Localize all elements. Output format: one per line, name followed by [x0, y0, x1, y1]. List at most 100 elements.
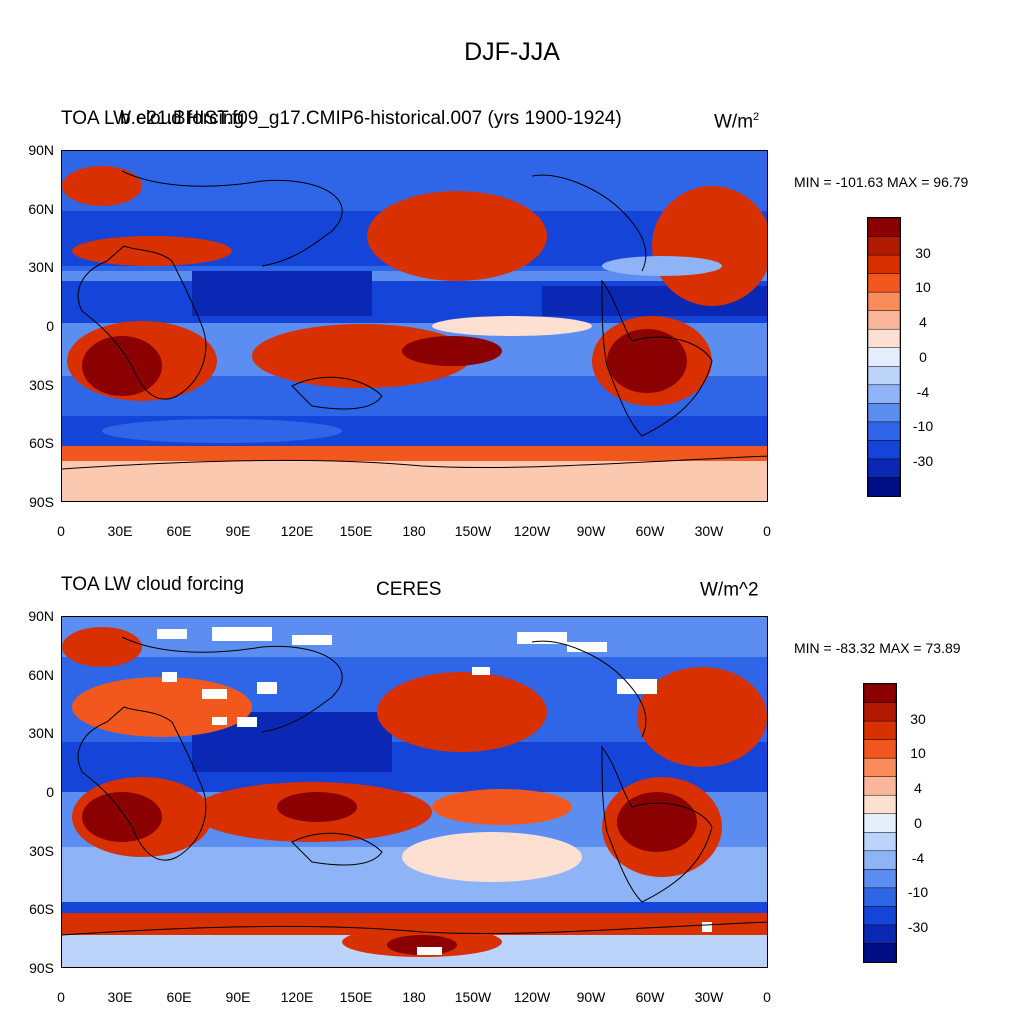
- colorbar-swatch: [867, 384, 901, 405]
- panel-center-title: b.e21.BHIST.f09_g17.CMIP6-historical.007…: [120, 108, 622, 129]
- colorbar-swatch: [863, 720, 897, 741]
- colorbar-swatch: [867, 291, 901, 312]
- lon-label: 30E: [107, 523, 133, 539]
- colorbar-swatch: [863, 794, 897, 815]
- colorbar-swatch: [863, 924, 897, 945]
- lon-label: 120E: [280, 989, 314, 1005]
- colorbar-label: -30: [912, 453, 934, 469]
- colorbar-label: 4: [919, 314, 927, 330]
- colorbar-swatches: [867, 217, 901, 497]
- colorbar-swatch: [867, 458, 901, 479]
- lat-label: 0: [46, 318, 54, 334]
- lat-label: 60S: [29, 901, 54, 917]
- lat-label: 60S: [29, 435, 54, 451]
- lat-label: 30S: [29, 843, 54, 859]
- lon-label: 60E: [166, 989, 192, 1005]
- lon-label: 180: [402, 989, 426, 1005]
- colorbar-swatch: [863, 850, 897, 871]
- lon-label: 90W: [576, 989, 606, 1005]
- lon-label: 60E: [166, 523, 192, 539]
- lat-label: 90N: [28, 608, 54, 624]
- lat-label: 0: [46, 784, 54, 800]
- lon-label: 150E: [339, 523, 373, 539]
- colorbar-label: 0: [919, 349, 927, 365]
- panel-units: W/m2: [714, 111, 760, 133]
- lon-label: 120W: [513, 989, 551, 1005]
- panel-center-title: CERES: [376, 579, 442, 600]
- colorbar-swatch: [863, 813, 897, 834]
- lon-label: 60W: [635, 989, 665, 1005]
- colorbar: [867, 217, 901, 497]
- colorbar-swatch: [867, 273, 901, 293]
- colorbar-label: -10: [912, 418, 934, 434]
- lat-label: 90S: [29, 494, 54, 510]
- colorbar-label: -4: [916, 384, 930, 400]
- colorbar-swatch: [863, 683, 897, 704]
- colorbar-swatch: [863, 887, 897, 908]
- lon-label: 150W: [454, 523, 492, 539]
- colorbar-swatch: [867, 217, 901, 238]
- lon-label: 90W: [576, 523, 606, 539]
- map-plot: [61, 616, 768, 968]
- colorbar-label: 10: [915, 279, 931, 295]
- colorbar-swatch: [863, 702, 897, 722]
- colorbar-swatch: [867, 328, 901, 349]
- colorbar-label: 30: [915, 245, 931, 261]
- lon-label: 120W: [513, 523, 551, 539]
- colorbar: [863, 683, 897, 963]
- colorbar-swatch: [867, 477, 901, 497]
- lon-label: 30W: [694, 523, 724, 539]
- panel-units: W/m^2: [700, 579, 759, 601]
- colorbar-swatch: [867, 236, 901, 256]
- lon-label: 150E: [339, 989, 373, 1005]
- colorbar-swatch: [863, 906, 897, 926]
- colorbar-swatch: [867, 421, 901, 442]
- lon-label: 60W: [635, 523, 665, 539]
- lat-label: 30N: [28, 259, 54, 275]
- lon-label: 90E: [225, 989, 251, 1005]
- lon-label: 30W: [694, 989, 724, 1005]
- colorbar-label: -10: [907, 884, 929, 900]
- colorbar-swatch: [867, 310, 901, 330]
- lat-label: 60N: [28, 667, 54, 683]
- colorbar-swatch: [863, 739, 897, 759]
- colorbar-label: 30: [910, 711, 926, 727]
- colorbar-label: 4: [914, 780, 922, 796]
- figure-title: DJF-JJA: [464, 38, 560, 66]
- lon-label: 0: [763, 523, 771, 539]
- colorbar-swatch: [863, 832, 897, 852]
- lon-label: 0: [57, 989, 65, 1005]
- panel-minmax: MIN = -83.32 MAX = 73.89: [794, 640, 961, 656]
- lat-label: 30N: [28, 725, 54, 741]
- lon-label: 90E: [225, 523, 251, 539]
- colorbar-label: 0: [914, 815, 922, 831]
- lat-label: 30S: [29, 377, 54, 393]
- lat-label: 90S: [29, 960, 54, 976]
- colorbar-swatches: [863, 683, 897, 963]
- colorbar-swatch: [867, 403, 901, 423]
- contour-map: [62, 151, 767, 501]
- lon-label: 0: [57, 523, 65, 539]
- colorbar-swatch: [863, 869, 897, 889]
- colorbar-swatch: [863, 943, 897, 963]
- colorbar-swatch: [867, 347, 901, 368]
- panel-left-title: TOA LW cloud forcing: [61, 108, 245, 129]
- lon-label: 120E: [280, 523, 314, 539]
- lon-label: 180: [402, 523, 426, 539]
- colorbar-label: -4: [911, 850, 925, 866]
- colorbar-swatch: [867, 254, 901, 275]
- colorbar-swatch: [867, 366, 901, 386]
- map-plot: [61, 150, 768, 502]
- lon-label: 150W: [454, 989, 492, 1005]
- lon-label: 0: [763, 989, 771, 1005]
- lat-label: 90N: [28, 142, 54, 158]
- panel-left-title: TOA LW cloud forcing: [61, 574, 245, 595]
- colorbar-swatch: [863, 757, 897, 778]
- lon-label: 30E: [107, 989, 133, 1005]
- colorbar-label: -30: [907, 919, 929, 935]
- lat-label: 60N: [28, 201, 54, 217]
- colorbar-label: 10: [910, 745, 926, 761]
- panel-minmax: MIN = -101.63 MAX = 96.79: [794, 174, 969, 190]
- colorbar-swatch: [863, 776, 897, 796]
- colorbar-swatch: [867, 440, 901, 460]
